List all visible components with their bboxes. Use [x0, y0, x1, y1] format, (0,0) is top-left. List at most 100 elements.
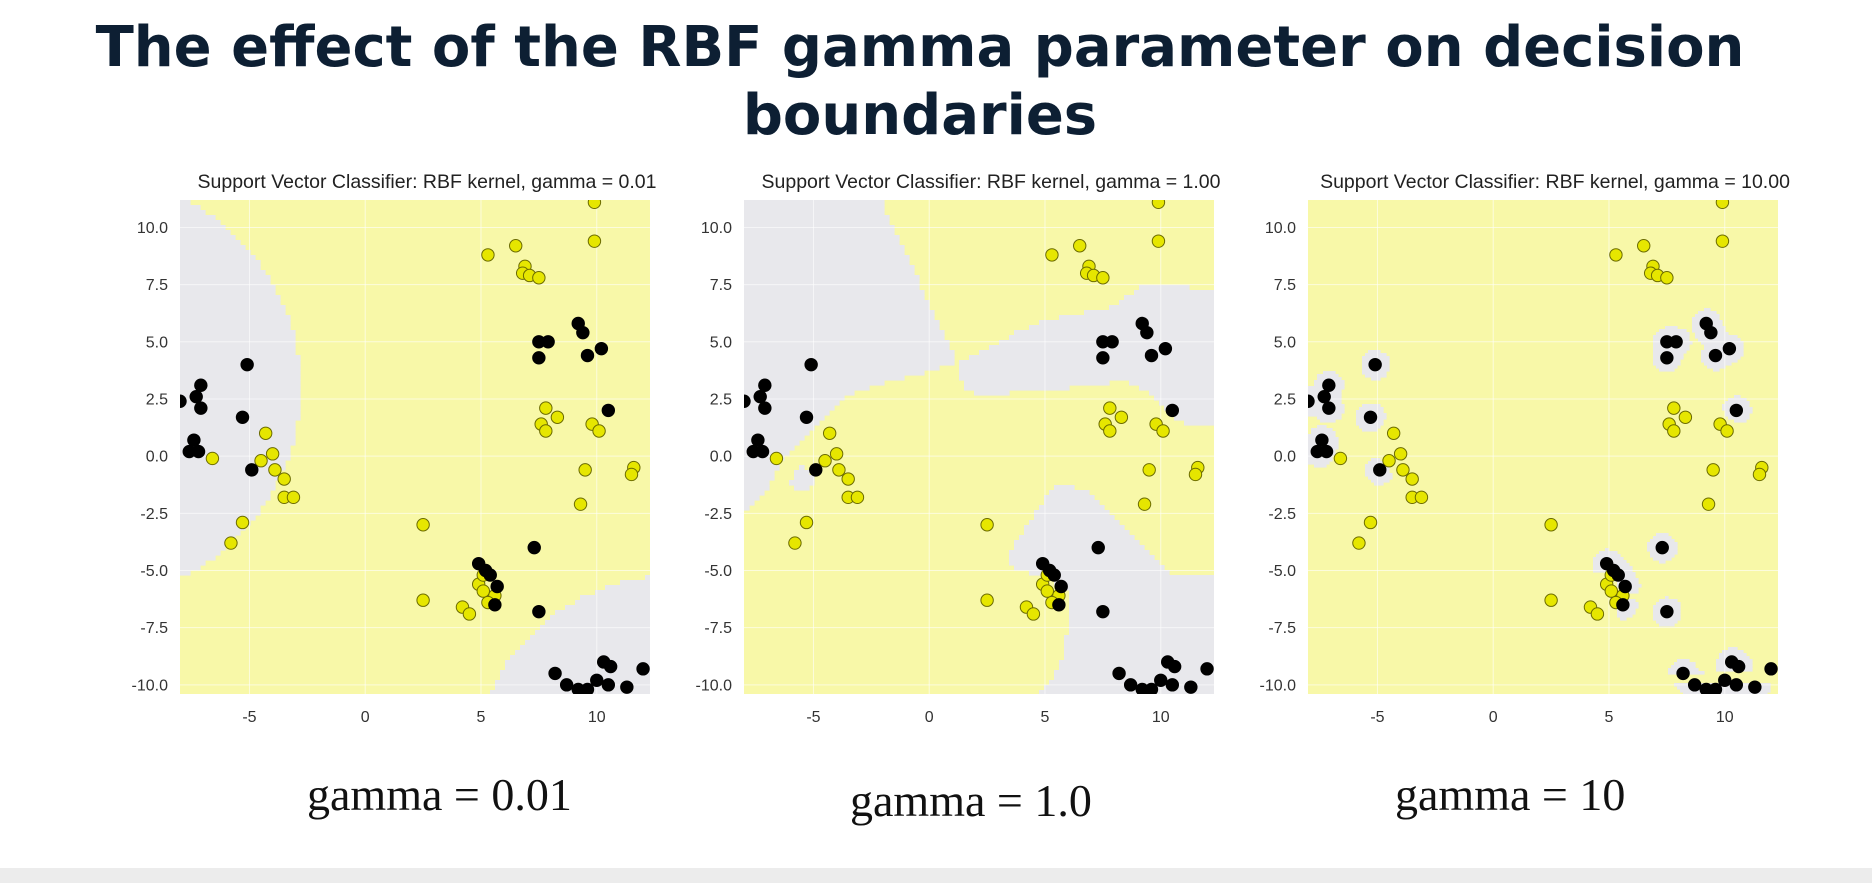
- caption-gamma-10: gamma = 10: [1395, 769, 1626, 820]
- yellow-point: [224, 536, 238, 550]
- yellow-point: [1073, 239, 1087, 253]
- x-tick-label: 10: [588, 709, 606, 726]
- yellow-point: [1544, 518, 1558, 532]
- black-point: [541, 335, 555, 349]
- yellow-point: [1667, 424, 1681, 438]
- yellow-point: [1096, 271, 1110, 285]
- yellow-point: [788, 536, 802, 550]
- black-point: [1184, 680, 1198, 694]
- yellow-point: [1382, 454, 1396, 468]
- black-point: [1618, 579, 1632, 594]
- black-point: [744, 394, 751, 408]
- black-point: [245, 463, 259, 477]
- y-tick-label: -10.0: [696, 677, 733, 694]
- black-point: [1764, 662, 1778, 676]
- black-point: [1731, 659, 1746, 674]
- yellow-point: [592, 424, 606, 438]
- yellow-point: [1156, 424, 1170, 438]
- yellow-point: [1752, 467, 1767, 482]
- yellow-point: [1363, 515, 1378, 530]
- black-point: [1704, 325, 1718, 340]
- x-tick-label: -5: [806, 709, 820, 726]
- black-point: [191, 444, 206, 459]
- black-point: [1308, 394, 1315, 408]
- black-point: [548, 666, 562, 681]
- black-point: [603, 659, 618, 674]
- black-point: [189, 389, 203, 404]
- black-point: [1322, 378, 1336, 392]
- x-tick-label: 0: [361, 709, 370, 726]
- black-point: [490, 579, 504, 594]
- y-tick-label: 0.0: [710, 449, 732, 466]
- black-point: [1319, 444, 1334, 459]
- black-point: [483, 568, 497, 582]
- y-tick-label: 7.5: [146, 277, 168, 294]
- y-tick-label: 5.0: [710, 334, 732, 351]
- panel-title: Support Vector Classifier: RBF kernel, g…: [1320, 171, 1790, 193]
- black-point: [1144, 682, 1159, 694]
- caption-gamma-1: gamma = 1.0: [850, 775, 1092, 826]
- black-point: [1722, 341, 1737, 356]
- grid-lines: [180, 200, 650, 694]
- black-point: [532, 351, 546, 365]
- black-point: [601, 678, 616, 692]
- black-point: [1718, 673, 1732, 687]
- black-point: [1729, 678, 1744, 692]
- yellow-point: [1103, 424, 1117, 438]
- y-tick-label: -5.0: [140, 563, 168, 580]
- yellow-point: [1706, 463, 1720, 477]
- x-tick-label: 10: [1152, 709, 1170, 726]
- y-tick-label: 5.0: [1274, 334, 1296, 351]
- black-point: [580, 682, 595, 694]
- black-point: [620, 680, 634, 694]
- panel-title: Support Vector Classifier: RBF kernel, g…: [198, 171, 657, 193]
- black-point: [1660, 604, 1674, 619]
- panel-title: Support Vector Classifier: RBF kernel, g…: [762, 171, 1221, 193]
- x-tick-label: 5: [1041, 709, 1050, 726]
- black-point: [1660, 351, 1674, 365]
- y-tick-label: -7.5: [140, 620, 168, 637]
- yellow-point: [1637, 239, 1651, 253]
- y-tick-label: -7.5: [1268, 620, 1296, 637]
- y-tick-label: 10.0: [1265, 220, 1296, 237]
- yellow-point: [1678, 410, 1693, 424]
- yellow-point: [532, 271, 546, 285]
- y-tick-label: -5.0: [704, 563, 732, 580]
- y-tick-label: 0.0: [1274, 449, 1296, 466]
- black-point: [799, 410, 814, 424]
- x-tick-label: 0: [1489, 709, 1498, 726]
- black-point: [1154, 673, 1168, 687]
- yellow-point: [822, 426, 837, 440]
- yellow-point: [1333, 451, 1348, 466]
- black-point: [1167, 659, 1182, 674]
- yellow-point: [587, 234, 602, 248]
- black-point: [1669, 335, 1683, 349]
- black-point: [594, 341, 609, 356]
- y-tick-label: -10.0: [132, 677, 169, 694]
- black-point: [1322, 401, 1336, 415]
- yellow-point: [1142, 463, 1156, 477]
- yellow-point: [1114, 410, 1129, 424]
- black-point: [1315, 433, 1329, 447]
- yellow-point: [1667, 401, 1681, 415]
- black-point: [590, 673, 604, 687]
- yellow-point: [1405, 472, 1419, 486]
- y-tick-label: -10.0: [1260, 677, 1297, 694]
- yellow-point: [265, 447, 280, 461]
- black-point: [1096, 604, 1110, 619]
- black-point: [1140, 325, 1154, 340]
- yellow-point: [258, 426, 273, 440]
- yellow-point: [416, 518, 430, 532]
- yellow-point: [286, 490, 301, 505]
- yellow-point: [1660, 271, 1674, 285]
- black-point: [1317, 389, 1331, 404]
- yellow-point: [462, 607, 477, 621]
- yellow-point: [1396, 463, 1410, 477]
- yellow-point: [573, 497, 588, 511]
- caption-gamma-0-01: gamma = 0.01: [307, 769, 572, 820]
- y-tick-label: -2.5: [704, 506, 732, 523]
- yellow-region: [1308, 200, 1778, 694]
- black-point: [804, 357, 818, 372]
- yellow-point: [1720, 424, 1734, 438]
